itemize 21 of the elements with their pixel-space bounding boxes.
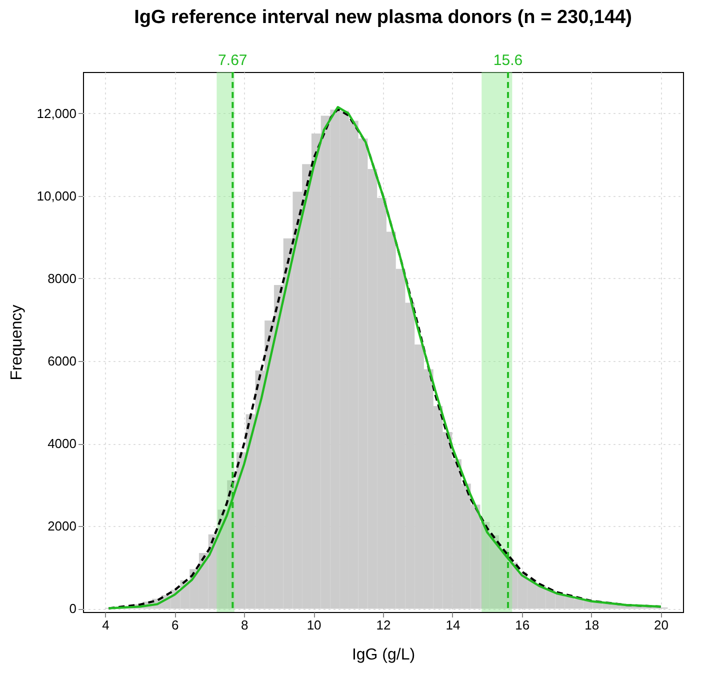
x-tick-label: 18 — [584, 618, 600, 632]
y-tick-label: 10,000 — [36, 188, 76, 204]
y-tick-label: 8000 — [48, 270, 76, 286]
x-tick-label: 14 — [446, 618, 460, 632]
chart-title: IgG reference interval new plasma donors (n = 230,144) — [134, 7, 632, 28]
y-tick-label: 6000 — [48, 353, 76, 368]
ref-line-label: 15.6 — [493, 52, 523, 69]
ref-line-label: 7.67 — [218, 52, 248, 69]
y-tick-label: 2000 — [48, 518, 76, 534]
y-axis-title: Frequency — [8, 304, 26, 380]
x-tick-label: 6 — [172, 618, 179, 632]
x-tick-label: 16 — [515, 618, 530, 632]
x-tick-label: 20 — [654, 618, 669, 632]
x-tick-label: 8 — [240, 618, 248, 632]
x-tick-label: 4 — [102, 618, 110, 632]
y-tick-label: 12,000 — [36, 106, 76, 121]
x-tick-label: 10 — [306, 618, 322, 632]
x-tick-label: 12 — [376, 618, 391, 632]
y-tick-label: 0 — [69, 601, 76, 616]
y-tick-label: 4000 — [48, 436, 76, 452]
x-axis-title: IgG (g/L) — [352, 646, 416, 664]
